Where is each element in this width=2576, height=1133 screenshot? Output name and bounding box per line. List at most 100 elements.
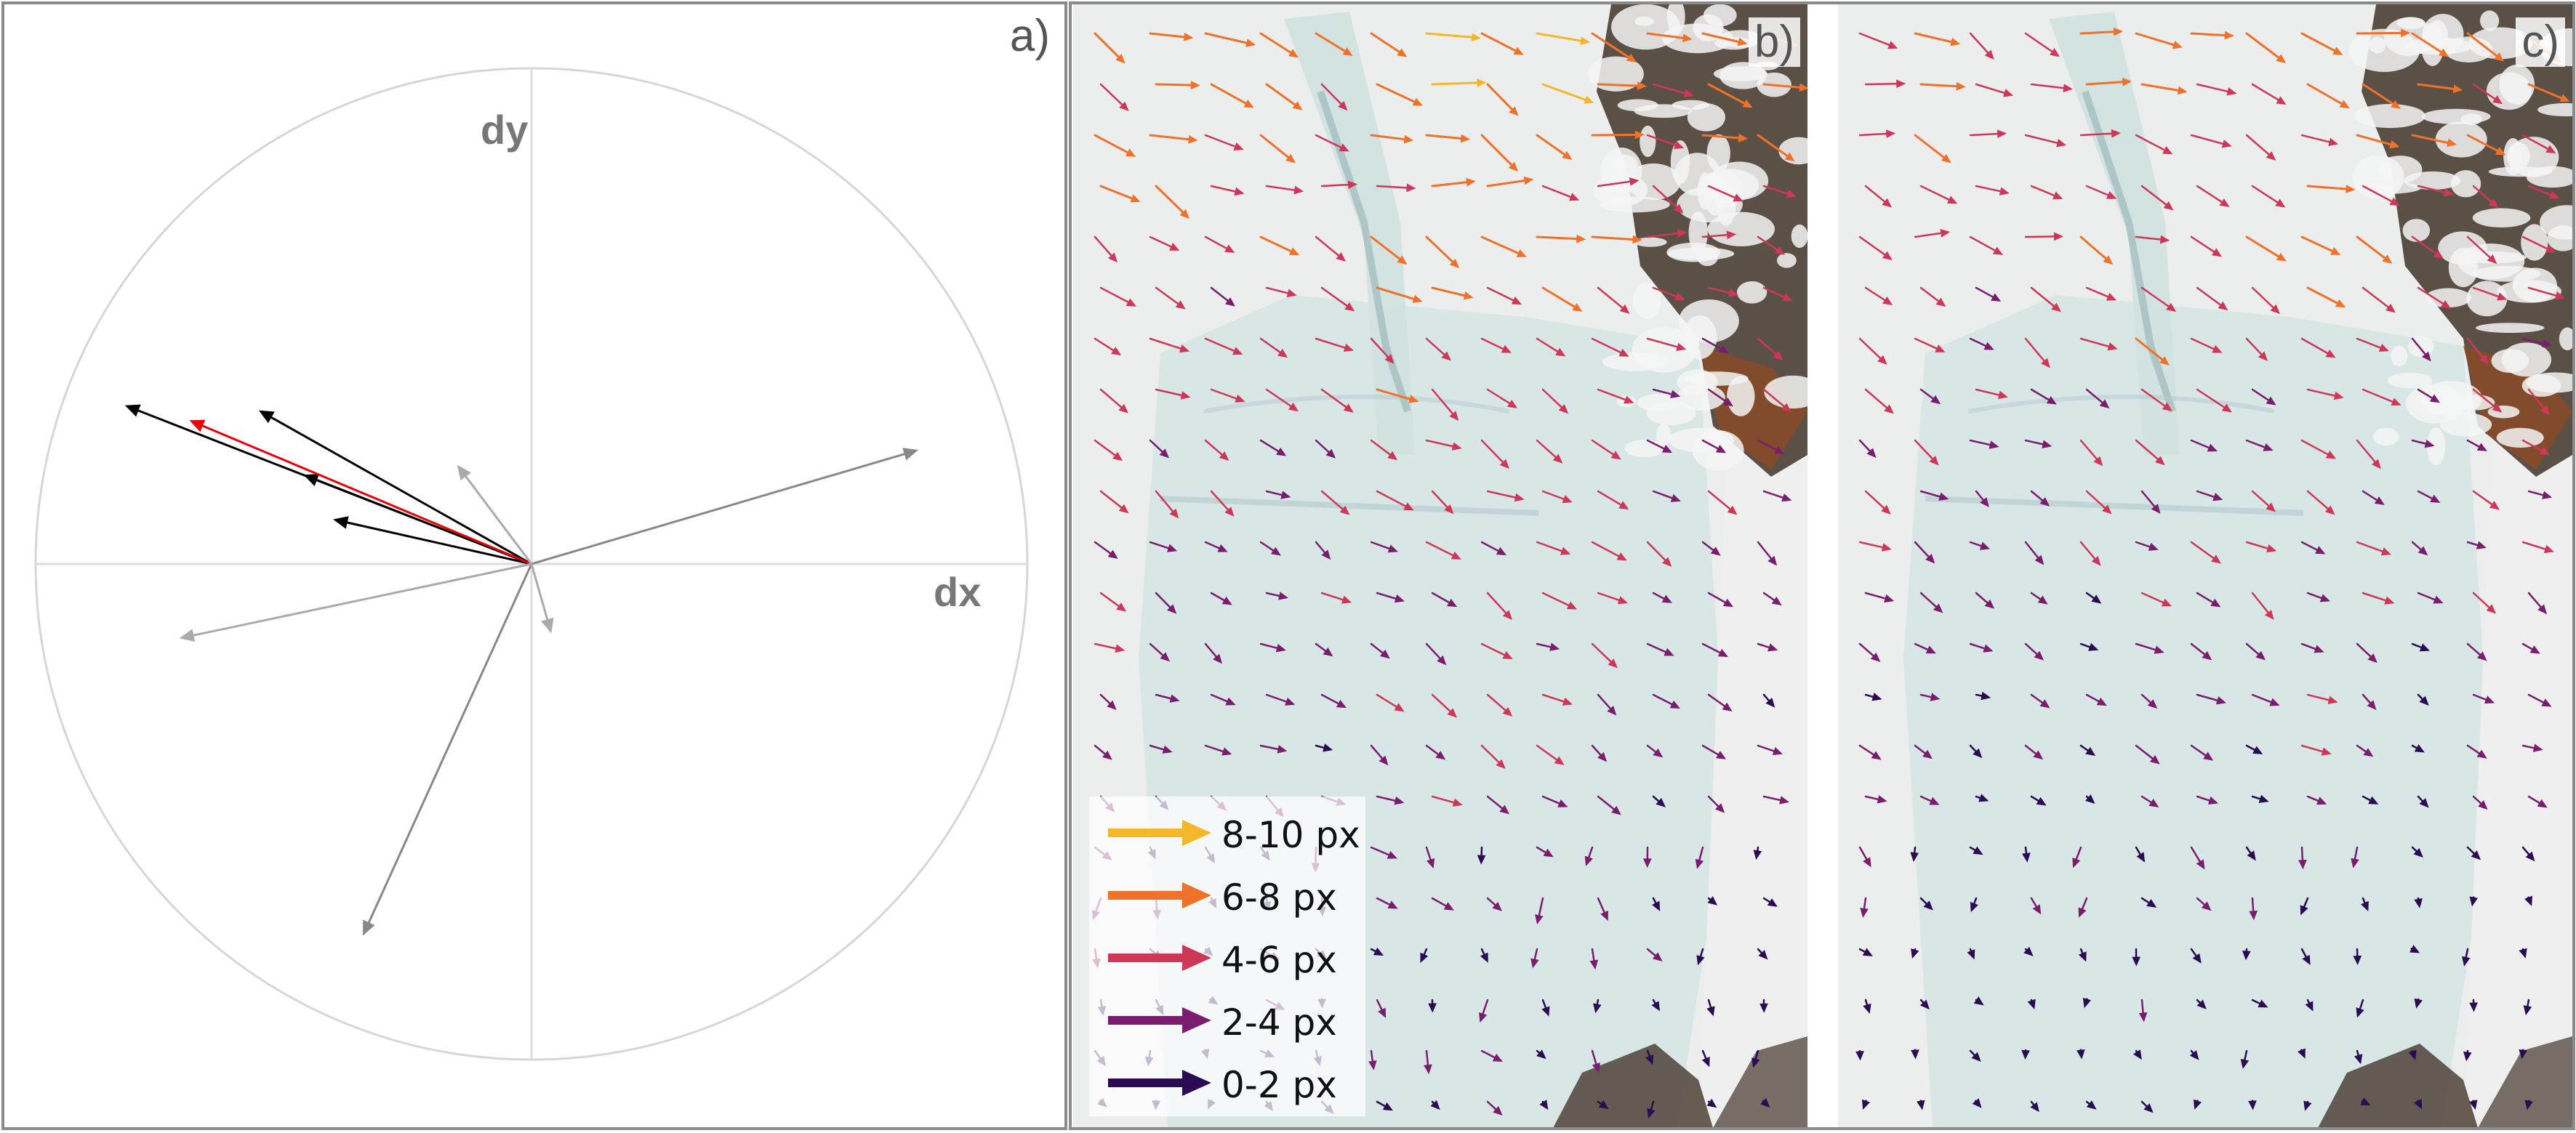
- displacement-arrow: [1425, 235, 1460, 269]
- panel-c-ice-image: c): [1838, 4, 2572, 1128]
- displacement-arrow: [1265, 592, 1289, 600]
- displacement-arrow: [1431, 795, 1463, 807]
- displacement-arrow: [2521, 337, 2552, 348]
- displacement-arrow: [2417, 693, 2429, 706]
- displacement-arrow: [2135, 744, 2160, 765]
- displacement-arrow: [1652, 795, 1666, 807]
- displacement-arrow: [1486, 592, 1512, 621]
- displacement-arrow: [1969, 846, 1983, 855]
- displacement-arrow: [1204, 337, 1243, 355]
- displacement-arrow: [2135, 134, 2173, 155]
- displacement-arrow: [1536, 846, 1554, 858]
- displacement-arrow: [1477, 846, 1486, 865]
- displacement-arrow: [1975, 691, 1991, 701]
- displacement-arrow: [1265, 286, 1297, 298]
- displacement-arrow: [1701, 134, 1749, 142]
- displacement-arrow: [1645, 1049, 1654, 1065]
- displacement-arrow: [1370, 134, 1414, 144]
- displacement-arrow: [1591, 337, 1629, 357]
- displacement-arrow: [1864, 693, 1882, 701]
- displacement-arrow: [1425, 134, 1471, 143]
- displacement-arrow: [2469, 896, 2479, 907]
- displacement-arrow: [2030, 693, 2050, 709]
- displacement-arrow: [2024, 32, 2061, 57]
- legend-arrow-icon: [1108, 820, 1211, 846]
- displacement-arrow: [1762, 83, 1807, 92]
- displacement-arrow: [2472, 693, 2495, 704]
- legend-entry: 6-8 px: [1089, 866, 1365, 924]
- displacement-arrow: [2521, 743, 2543, 752]
- displacement-arrow: [2079, 337, 2118, 351]
- displacement-arrow: [2466, 134, 2506, 156]
- displacement-arrow: [1149, 337, 1190, 353]
- displacement-arrow: [2463, 1049, 2472, 1062]
- displacement-arrow: [1652, 897, 1661, 911]
- displacement-arrow: [1652, 185, 1684, 214]
- displacement-arrow: [1541, 999, 1550, 1017]
- displacement-arrow: [1425, 32, 1482, 42]
- displacement-arrow: [1975, 794, 1989, 802]
- displacement-arrow: [1210, 490, 1235, 517]
- displacement-arrow: [1486, 693, 1513, 717]
- displacement-arrow: [1916, 1100, 1925, 1110]
- displacement-arrow: [2300, 541, 2326, 555]
- displacement-arrow: [1480, 337, 1512, 353]
- displacement-arrow: [1864, 795, 1887, 804]
- displacement-arrow: [1431, 592, 1458, 608]
- displacement-arrow: [2079, 129, 2122, 138]
- displacement-arrow: [1370, 337, 1395, 364]
- displacement-arrow: [1315, 32, 1353, 56]
- displacement-arrow: [2411, 846, 2423, 858]
- displacement-arrow: [1099, 185, 1141, 203]
- displacement-arrow: [2306, 490, 2335, 515]
- displacement-arrow: [2411, 439, 2435, 448]
- displacement-arrow: [2527, 795, 2548, 808]
- displacement-arrow: [2527, 592, 2548, 615]
- displacement-arrow: [2245, 744, 2263, 754]
- displacement-arrow: [1535, 897, 1544, 925]
- displacement-arrow: [1975, 490, 1989, 507]
- displacement-arrow: [2079, 642, 2099, 651]
- displacement-arrow: [2356, 999, 2364, 1018]
- displacement-arrow: [1480, 948, 1488, 963]
- displacement-arrow: [1370, 947, 1384, 956]
- displacement-arrow: [2251, 794, 2269, 803]
- displacement-arrow: [1646, 948, 1663, 962]
- displacement-arrow: [1646, 134, 1685, 150]
- displacement-arrow: [1480, 642, 1513, 659]
- displacement-arrow: [1707, 896, 1718, 906]
- displacement-arrow: [1155, 490, 1179, 519]
- displacement-arrow: [2306, 693, 2338, 704]
- displacement-arrow: [1762, 693, 1775, 708]
- displacement-arrow: [2521, 439, 2551, 456]
- displacement-arrow: [1864, 79, 1906, 89]
- displacement-arrow: [2351, 846, 2359, 868]
- displacement-arrow: [2527, 490, 2553, 499]
- displacement-arrow: [2242, 948, 2251, 961]
- displacement-arrow: [2135, 642, 2164, 654]
- displacement-arrow: [1919, 490, 1949, 501]
- displacement-arrow: [2298, 1048, 2306, 1059]
- displacement-arrow: [2300, 897, 2309, 916]
- displacement-arrow: [1597, 592, 1628, 605]
- displacement-arrow: [1204, 744, 1232, 756]
- displacement-arrow: [1762, 185, 1797, 198]
- displacement-vector: [457, 464, 533, 565]
- legend-label: 2-4 px: [1221, 1001, 1337, 1044]
- displacement-arrow: [2135, 846, 2146, 863]
- displacement-arrow: [1858, 948, 1873, 956]
- displacement-arrow: [1376, 183, 1416, 193]
- displacement-arrow: [1969, 235, 2004, 255]
- displacement-arrow: [1597, 490, 1629, 510]
- displacement-arrow: [2417, 592, 2444, 604]
- displacement-arrow: [2085, 1100, 2097, 1110]
- displacement-arrow: [1597, 795, 1621, 815]
- displacement-arrow: [1589, 948, 1599, 970]
- displacement-arrow: [2140, 897, 2157, 908]
- displacement-arrow: [1210, 286, 1235, 307]
- displacement-arrow: [1652, 388, 1681, 398]
- displacement-arrow: [1320, 490, 1350, 515]
- displacement-arrow: [1696, 948, 1705, 966]
- displacement-arrow: [2414, 998, 2423, 1009]
- displacement-arrow: [1914, 541, 1935, 564]
